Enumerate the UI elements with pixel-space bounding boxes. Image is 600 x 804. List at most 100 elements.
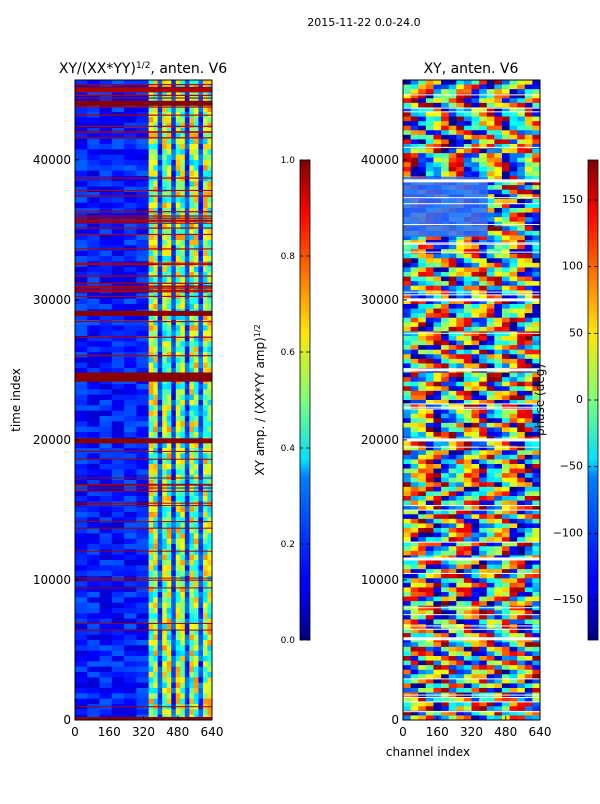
amp-cell xyxy=(75,699,88,705)
phase-cell xyxy=(403,665,411,670)
phase-cell xyxy=(464,578,472,583)
phase-cell xyxy=(510,158,518,163)
phase-cell xyxy=(487,423,495,428)
phase-cell xyxy=(494,487,502,492)
phase-cell xyxy=(449,665,457,670)
phase-cell xyxy=(441,683,449,688)
amp-cell xyxy=(158,448,163,454)
phase-cell xyxy=(441,117,449,122)
phase-cell xyxy=(456,144,464,149)
phase-cell xyxy=(502,427,510,432)
phase-cell xyxy=(510,185,518,190)
amp-cell xyxy=(171,405,176,411)
amp-cell xyxy=(189,144,194,150)
amp-cell xyxy=(158,235,163,241)
phase-cell xyxy=(441,469,449,474)
phase-cell xyxy=(517,258,525,263)
amp-cell xyxy=(153,565,158,571)
phase-cell xyxy=(456,327,464,332)
amp-cell xyxy=(75,181,88,187)
amp-cell xyxy=(158,555,163,561)
phase-cell xyxy=(433,688,441,693)
phase-cell xyxy=(487,647,495,652)
phase-cell xyxy=(487,245,495,250)
phase-cell xyxy=(418,267,426,272)
amp-cell xyxy=(198,645,203,651)
phase-cell xyxy=(479,661,487,666)
amp-cell xyxy=(198,469,203,475)
amp-cell xyxy=(162,608,167,614)
amp-cell xyxy=(176,400,181,406)
amp-cell xyxy=(189,192,194,198)
amp-cell xyxy=(198,677,203,683)
phase-cell xyxy=(403,519,411,524)
phase-cell xyxy=(411,331,419,336)
amp-cell xyxy=(176,512,181,518)
phase-cell xyxy=(510,199,518,204)
amp-cell xyxy=(112,421,125,427)
phase-cell xyxy=(426,391,434,396)
phase-cell xyxy=(441,533,449,538)
amp-cell xyxy=(198,608,203,614)
amplitude-y-label: time index xyxy=(9,368,23,432)
saturated-line xyxy=(75,337,212,338)
amp-cell xyxy=(87,677,100,683)
phase-cell xyxy=(433,702,441,707)
phase-cell xyxy=(418,336,426,341)
amp-cell xyxy=(198,507,203,513)
amp-cell xyxy=(185,677,190,683)
phase-cell xyxy=(532,162,540,167)
phase-cell xyxy=(510,491,518,496)
amp-cell xyxy=(100,176,113,182)
amp-cell xyxy=(153,171,158,177)
phase-cell xyxy=(449,391,457,396)
phase-cell xyxy=(456,702,464,707)
amp-cell xyxy=(185,389,190,395)
saturated-line xyxy=(75,220,212,221)
phase-cell xyxy=(502,322,510,327)
amp-cell xyxy=(153,416,158,422)
phase-cell xyxy=(411,432,419,437)
phase-cell xyxy=(525,213,533,218)
amp-cell xyxy=(136,267,149,273)
phase-cell xyxy=(525,190,533,195)
phase-cell xyxy=(441,98,449,103)
amp-cell xyxy=(189,448,194,454)
amp-cell xyxy=(87,251,100,257)
amp-cell xyxy=(162,533,167,539)
phase-cell xyxy=(525,153,533,158)
amp-cell xyxy=(198,517,203,523)
amp-cell xyxy=(149,427,154,433)
phase-cell xyxy=(494,126,502,131)
amp-cell xyxy=(176,656,181,662)
amp-cell xyxy=(203,592,208,598)
phase-cell xyxy=(479,409,487,414)
amp-cell xyxy=(149,544,154,550)
phase-cell xyxy=(449,619,457,624)
phase-cell xyxy=(532,149,540,154)
phase-cell xyxy=(525,112,533,117)
amp-cell xyxy=(180,421,185,427)
phase-cell xyxy=(510,619,518,624)
phase-cell xyxy=(418,565,426,570)
amp-cell xyxy=(75,245,88,251)
phase-cell xyxy=(411,441,419,446)
amp-cell xyxy=(75,683,88,689)
phase-cell xyxy=(517,149,525,154)
phase-cell xyxy=(418,491,426,496)
amp-cell xyxy=(136,411,149,417)
phase-cell xyxy=(403,117,411,122)
amp-cell xyxy=(198,427,203,433)
phase-cell xyxy=(441,496,449,501)
phase-cell xyxy=(487,533,495,538)
phase-cell xyxy=(449,267,457,272)
phase-cell xyxy=(403,446,411,451)
amp-cell xyxy=(100,165,113,171)
amp-cell xyxy=(194,597,199,603)
amp-cell xyxy=(112,512,125,518)
amp-cell xyxy=(149,256,154,262)
phase-cell xyxy=(479,267,487,272)
amp-cell xyxy=(176,139,181,145)
phase-cell xyxy=(510,665,518,670)
phase-cell xyxy=(441,363,449,368)
